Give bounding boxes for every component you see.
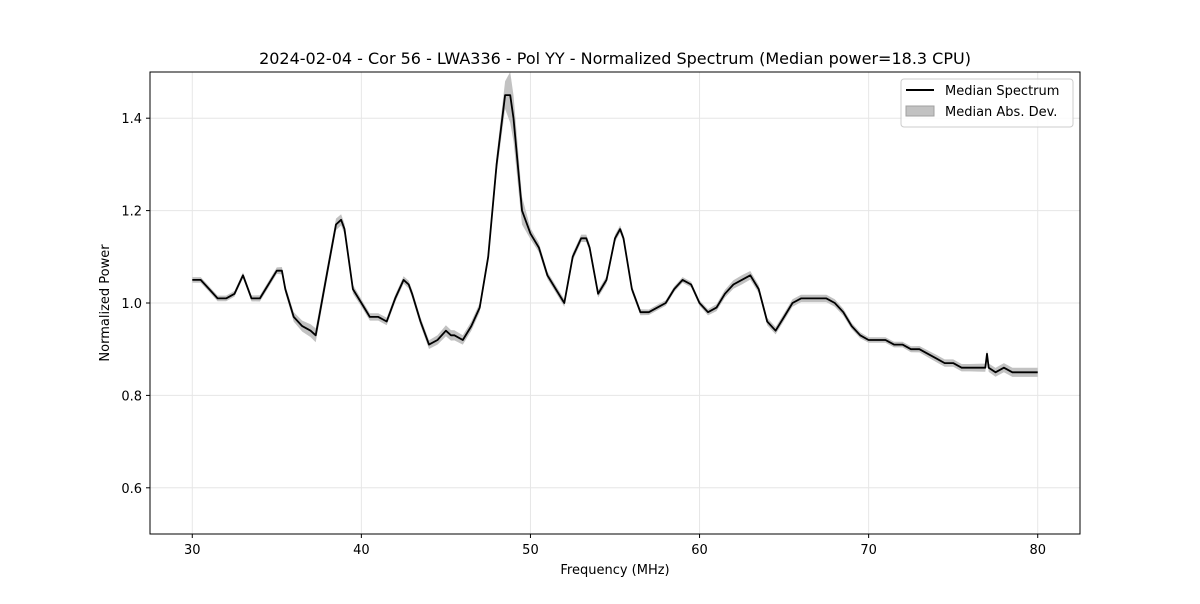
y-tick-label: 1.0 [121,297,142,312]
mad-band-layer [192,72,1038,377]
x-tick-label: 30 [184,543,201,558]
x-tick-label: 50 [522,543,539,558]
legend-band-swatch [905,105,935,117]
legend: Median Spectrum Median Abs. Dev. [900,78,1074,128]
median-line-layer [192,94,1038,374]
legend-box [900,78,1074,128]
y-tick-label: 1.4 [121,112,142,127]
legend-label-median-abs-dev: Median Abs. Dev. [945,105,1057,120]
x-axis-label: Frequency (MHz) [560,563,669,578]
x-tick-label: 70 [860,543,877,558]
x-tick-label: 80 [1029,543,1046,558]
legend-label-median-spectrum: Median Spectrum [945,84,1059,99]
y-tick-label: 0.6 [121,482,142,497]
y-axis-ticks: 0.6 0.8 1.0 1.2 1.4 [121,112,150,497]
mad-band [192,72,1038,377]
y-tick-label: 1.2 [121,205,142,220]
median-spectrum-line [192,94,1038,374]
y-tick-label: 0.8 [121,389,142,404]
grid-lines [150,72,1080,534]
chart-title: 2024-02-04 - Cor 56 - LWA336 - Pol YY - … [259,49,971,68]
x-tick-label: 40 [353,543,370,558]
x-axis-ticks: 30 40 50 60 70 80 [184,534,1046,558]
x-tick-label: 60 [691,543,708,558]
y-axis-label: Normalized Power [98,244,113,362]
